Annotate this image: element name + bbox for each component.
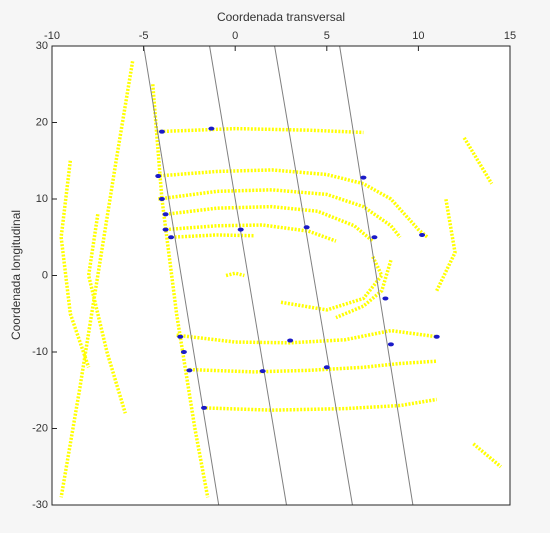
marker (201, 405, 208, 410)
point-cloud-trace (59, 160, 91, 368)
y-axis-label: Coordenada longitudinal (9, 210, 23, 340)
marker (287, 338, 294, 343)
point-cloud-trace (225, 271, 245, 278)
marker (259, 369, 266, 374)
y-tick-label: -20 (32, 422, 48, 434)
x-tick-label: 0 (232, 30, 238, 42)
point-cloud-trace (156, 168, 429, 239)
marker (180, 350, 187, 354)
x-tick-label: 15 (504, 30, 516, 42)
y-tick-label: 0 (42, 269, 48, 281)
marker (387, 342, 394, 347)
point-cloud-trace (280, 255, 384, 312)
reference-line (143, 45, 220, 506)
marker (433, 334, 440, 339)
marker (382, 296, 389, 301)
marker (177, 334, 184, 339)
reference-line (274, 45, 353, 506)
reference-line (209, 45, 287, 506)
x-tick-label: 10 (412, 30, 424, 42)
point-cloud-trace (59, 61, 135, 498)
marker (371, 235, 378, 240)
point-cloud-trace (189, 359, 437, 374)
marker (237, 227, 244, 232)
marker (168, 235, 175, 240)
point-cloud-trace (335, 259, 393, 320)
point-cloud-trace (86, 214, 127, 414)
point-cloud-trace (176, 328, 437, 345)
point-cloud-trace (156, 126, 364, 135)
marker (360, 175, 367, 180)
y-tick-label: 20 (36, 116, 48, 128)
point-cloud-trace (158, 188, 402, 239)
plot-area (52, 46, 510, 505)
marker (155, 174, 162, 179)
y-tick-label: 10 (36, 193, 48, 205)
x-tick-label: -5 (139, 30, 149, 42)
marker (208, 126, 215, 131)
marker (158, 129, 165, 134)
marker (186, 368, 193, 373)
x-tick-label: -10 (44, 30, 60, 42)
marker (162, 227, 169, 232)
marker (162, 212, 169, 217)
point-cloud-trace (435, 198, 457, 292)
point-cloud-trace (462, 136, 494, 185)
y-tick-label: -10 (32, 346, 48, 358)
x-tick-label: 5 (324, 30, 330, 42)
point-cloud-trace (472, 442, 502, 469)
point-cloud-trace (165, 204, 374, 243)
reference-line (339, 45, 414, 506)
marker (323, 365, 330, 370)
y-tick-label: 30 (36, 40, 48, 52)
marker (158, 197, 165, 201)
y-tick-label: -30 (32, 499, 48, 511)
marker (303, 225, 310, 230)
marker (419, 232, 426, 237)
point-cloud-trace (202, 397, 438, 412)
x-axis-label: Coordenada transversal (217, 10, 345, 24)
